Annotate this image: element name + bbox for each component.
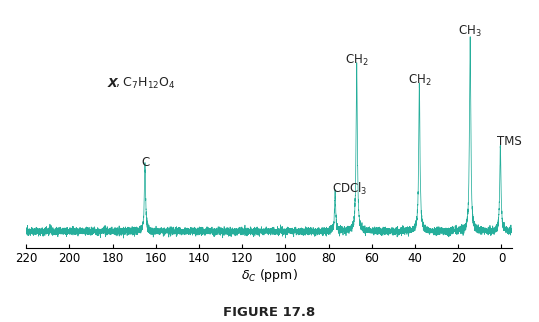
Text: , C$_7$H$_{12}$O$_4$: , C$_7$H$_{12}$O$_4$ [115, 76, 175, 91]
Text: FIGURE 17.8: FIGURE 17.8 [223, 306, 316, 319]
Text: X: X [107, 77, 117, 90]
Text: CH$_2$: CH$_2$ [407, 73, 431, 88]
Text: C: C [141, 156, 149, 169]
Text: CH$_3$: CH$_3$ [458, 24, 482, 39]
Text: TMS: TMS [497, 136, 522, 148]
X-axis label: $\delta_C$ (ppm): $\delta_C$ (ppm) [241, 268, 298, 284]
Text: CDCl$_3$: CDCl$_3$ [332, 181, 367, 197]
Text: CH$_2$: CH$_2$ [345, 52, 369, 68]
